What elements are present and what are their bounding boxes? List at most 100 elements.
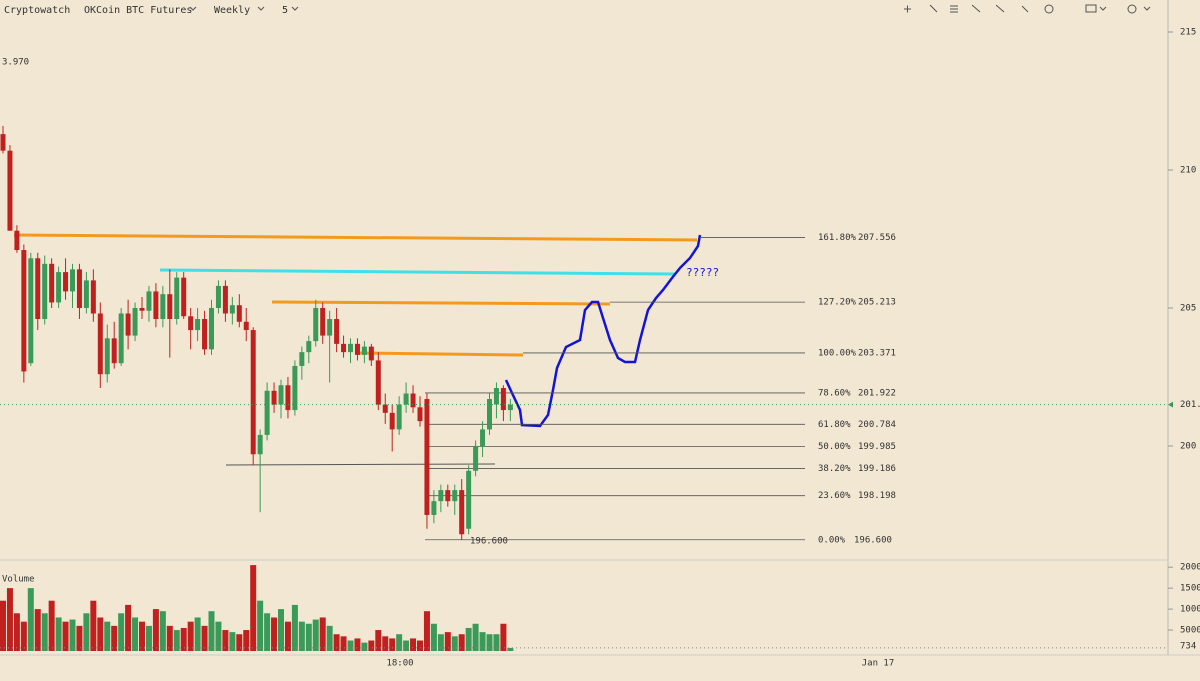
candle-body	[382, 404, 388, 413]
drawn-line	[13, 233, 698, 242]
candle-body	[222, 285, 228, 314]
fib-price: 201.922	[858, 388, 896, 398]
y-tick-label: 205	[1180, 303, 1196, 313]
candle-body	[473, 445, 479, 471]
fib-price: 199.186	[858, 464, 896, 474]
candle-body	[104, 338, 110, 375]
candle-body	[63, 272, 69, 292]
fib-price: 199.985	[858, 442, 896, 452]
candle-body	[507, 404, 513, 411]
candle-body	[389, 412, 395, 430]
candle-body	[174, 277, 180, 320]
candle-body	[215, 285, 221, 308]
fib-price: 207.556	[858, 233, 896, 243]
volume-bar	[250, 565, 257, 651]
fib-ratio: 38.20%	[818, 464, 851, 474]
volume-bar	[507, 647, 514, 651]
volume-bar	[76, 625, 83, 651]
volume-bar	[139, 621, 145, 651]
candle-body	[257, 434, 263, 455]
candle-body	[250, 330, 256, 455]
fib-ratio: 127.20%	[818, 298, 857, 308]
fib-ratio: 161.80%	[818, 233, 857, 243]
volume-bar	[417, 640, 423, 651]
candle-body	[28, 258, 34, 364]
volume-bar	[333, 634, 340, 651]
candle-body	[313, 307, 319, 342]
candle-body	[334, 319, 340, 344]
volume-label: Volume	[2, 575, 35, 585]
volume-bar	[152, 609, 159, 651]
volume-bar	[187, 621, 194, 651]
candle-body	[424, 399, 430, 515]
candle-body	[21, 250, 27, 372]
volume-bar	[6, 588, 13, 651]
volume-bar	[13, 613, 20, 651]
toolbar-icons[interactable]	[189, 4, 1151, 14]
volume-bar	[20, 621, 27, 651]
y-tick-label: 210	[1180, 165, 1196, 175]
volume-bar	[166, 625, 173, 651]
candle-body	[396, 404, 402, 430]
candle-body	[7, 150, 13, 231]
candle-body	[348, 343, 353, 353]
candle-body	[341, 343, 347, 353]
candle-body	[97, 313, 103, 375]
volume-bar	[145, 625, 152, 651]
candle-body	[445, 490, 451, 502]
volume-bar	[104, 621, 111, 651]
candle-body	[278, 385, 284, 405]
volume-bar	[278, 609, 284, 651]
candle-body	[361, 346, 367, 355]
candle-body	[410, 393, 416, 408]
volume-bar	[208, 611, 215, 651]
volume-bar	[257, 600, 264, 651]
fib-ratio: 23.60%	[818, 491, 851, 501]
volume-bar	[430, 623, 437, 651]
market-select[interactable]: OKCoin BTC Futures	[84, 5, 192, 16]
fib-ratio: 61.80%	[818, 420, 851, 430]
volume-bar	[159, 611, 166, 651]
volume-bar	[354, 638, 361, 651]
candle-body	[243, 321, 249, 331]
fib-price: 198.198	[858, 491, 896, 501]
candle-body	[236, 305, 242, 322]
volume-bar	[403, 640, 410, 651]
volume-bar	[111, 625, 118, 651]
annotation: ?????	[686, 266, 719, 279]
candle-body	[83, 280, 89, 308]
candle-body	[42, 263, 48, 320]
candle-body	[49, 263, 55, 303]
candle-body	[306, 341, 312, 353]
volume-bar	[180, 627, 187, 651]
brand[interactable]: Cryptowatch	[4, 5, 70, 16]
volume-bar	[340, 636, 347, 651]
volume-bar	[298, 621, 305, 651]
volume-bar	[493, 634, 500, 651]
candle-body	[56, 272, 62, 303]
volume-bar	[236, 634, 243, 651]
candle-body	[125, 313, 131, 336]
candle-body	[493, 388, 499, 405]
volume-bar	[194, 617, 201, 651]
candle-body	[209, 307, 214, 350]
volume-bar	[90, 600, 97, 651]
y-tick-label: 215	[1180, 28, 1196, 38]
candle-body	[417, 407, 423, 422]
volume-bar	[479, 632, 486, 651]
candle-body	[459, 490, 465, 535]
volume-bar	[326, 625, 333, 651]
candle-body	[327, 319, 333, 336]
period-select[interactable]: Weekly	[214, 5, 250, 16]
candle-body	[403, 393, 409, 405]
drawn-line	[225, 463, 496, 466]
candle-body	[292, 365, 298, 411]
candle-body	[90, 280, 96, 314]
candle-body	[202, 319, 208, 350]
candle-body	[299, 352, 305, 366]
zoom-select[interactable]: 5	[282, 5, 288, 16]
candle-body	[132, 307, 138, 336]
volume-bar	[48, 600, 55, 651]
volume-bar	[319, 617, 326, 651]
